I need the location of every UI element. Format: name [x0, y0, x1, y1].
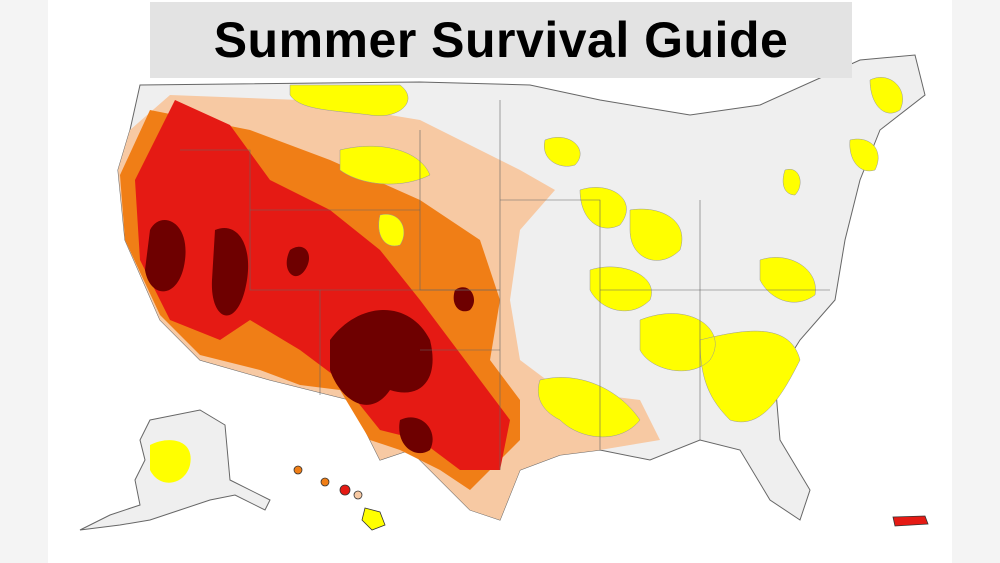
drought-d4: [145, 220, 475, 454]
state-borders: [180, 100, 830, 470]
alaska-drought: [150, 440, 191, 483]
side-margin: [0, 0, 48, 563]
title: Summer Survival Guide: [213, 12, 789, 68]
puerto-rico: [892, 515, 929, 527]
side-margin: [952, 0, 1000, 563]
title-banner: Summer Survival Guide: [150, 2, 852, 78]
hawaii: [293, 465, 386, 531]
drought-d0: [289, 77, 903, 438]
